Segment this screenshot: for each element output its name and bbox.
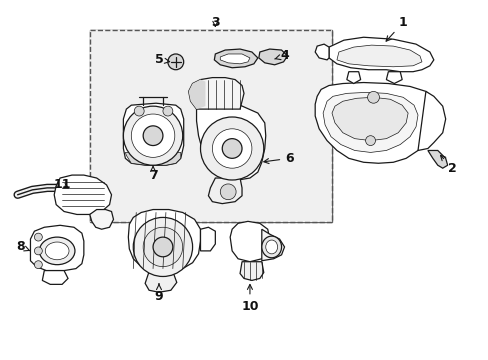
- Text: 1: 1: [386, 16, 407, 41]
- Polygon shape: [346, 72, 360, 84]
- Polygon shape: [417, 91, 445, 150]
- Ellipse shape: [45, 242, 69, 260]
- Text: 5: 5: [154, 53, 169, 66]
- Polygon shape: [200, 227, 215, 251]
- Polygon shape: [427, 150, 447, 168]
- Polygon shape: [258, 49, 287, 65]
- Polygon shape: [128, 210, 200, 271]
- Polygon shape: [188, 78, 244, 109]
- Text: 3: 3: [211, 16, 219, 29]
- Polygon shape: [123, 103, 183, 165]
- Polygon shape: [214, 49, 257, 68]
- Polygon shape: [54, 175, 111, 215]
- Circle shape: [163, 106, 172, 116]
- Polygon shape: [331, 97, 407, 141]
- Bar: [90, 30, 331, 222]
- Polygon shape: [261, 229, 284, 261]
- Polygon shape: [230, 221, 269, 262]
- Polygon shape: [315, 44, 328, 60]
- Circle shape: [212, 129, 251, 168]
- Circle shape: [367, 91, 379, 103]
- Polygon shape: [188, 80, 205, 109]
- Bar: [90, 30, 331, 222]
- Polygon shape: [336, 45, 421, 67]
- Circle shape: [167, 54, 183, 70]
- Polygon shape: [208, 178, 242, 204]
- Text: 6: 6: [263, 152, 293, 165]
- Polygon shape: [42, 271, 68, 284]
- Circle shape: [131, 114, 174, 157]
- Text: 4: 4: [274, 49, 288, 62]
- Ellipse shape: [265, 240, 277, 254]
- Polygon shape: [220, 54, 249, 64]
- Polygon shape: [323, 93, 417, 152]
- Text: 10: 10: [241, 284, 258, 312]
- Polygon shape: [386, 72, 401, 84]
- Circle shape: [143, 126, 163, 145]
- Polygon shape: [328, 37, 433, 72]
- Text: 7: 7: [148, 166, 157, 181]
- Circle shape: [133, 217, 192, 276]
- Polygon shape: [240, 262, 263, 280]
- Circle shape: [34, 233, 42, 241]
- Polygon shape: [145, 271, 177, 292]
- Circle shape: [200, 117, 263, 180]
- Circle shape: [153, 237, 172, 257]
- Circle shape: [34, 247, 42, 255]
- Circle shape: [134, 106, 144, 116]
- Circle shape: [222, 139, 242, 158]
- Polygon shape: [30, 225, 83, 271]
- Text: 9: 9: [154, 284, 163, 303]
- Circle shape: [365, 136, 375, 145]
- Ellipse shape: [39, 237, 75, 265]
- Circle shape: [143, 227, 183, 267]
- Polygon shape: [315, 82, 435, 163]
- Polygon shape: [90, 210, 113, 229]
- Bar: [90, 30, 331, 222]
- Text: 8: 8: [16, 240, 30, 253]
- Text: 11: 11: [53, 179, 71, 192]
- Circle shape: [34, 261, 42, 269]
- Ellipse shape: [261, 236, 281, 258]
- Polygon shape: [196, 103, 265, 180]
- Text: 2: 2: [440, 156, 456, 175]
- Circle shape: [123, 106, 183, 165]
- Circle shape: [220, 184, 236, 200]
- Polygon shape: [125, 152, 181, 165]
